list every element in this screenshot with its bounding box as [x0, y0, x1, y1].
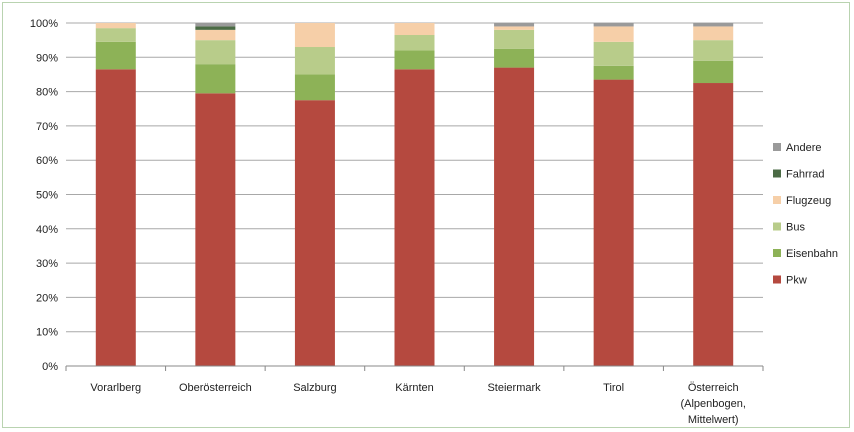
- bar-segment-bus: [95, 28, 136, 42]
- bar-segment-pkw: [394, 69, 435, 367]
- y-tick-label: 30%: [36, 258, 58, 270]
- x-category-label: Salzburg: [293, 382, 336, 394]
- bar-segment-flugzeug: [494, 26, 535, 30]
- bar-segment-eisenbahn: [195, 64, 236, 94]
- bar-segment-andere: [693, 23, 734, 27]
- y-tick-label: 70%: [36, 121, 58, 133]
- x-category-label: (Alpenbogen,: [680, 398, 745, 410]
- bar-segment-flugzeug: [394, 23, 435, 36]
- stacked-bar-chart: 0% 10% 20% 30% 40% 50% 60% 70% 80% 90% 100% Vorarl…: [30, 18, 838, 426]
- legend-swatch-andere: [773, 143, 781, 151]
- bar-segment-bus: [195, 40, 236, 65]
- x-axis: [65, 365, 764, 371]
- bar-segment-andere: [195, 23, 236, 27]
- y-tick-label: 0%: [42, 361, 58, 373]
- bar-segment-flugzeug: [195, 29, 236, 41]
- y-axis-ticks: 0% 10% 20% 30% 40% 50% 60% 70% 80% 90% 100%: [30, 18, 58, 373]
- x-category-label: Oberösterreich: [179, 382, 252, 394]
- legend-label-fahrrad: Fahrrad: [786, 169, 825, 181]
- y-tick-label: 80%: [36, 87, 58, 99]
- x-category-label: Tirol: [603, 382, 624, 394]
- bar-segment-flugzeug: [95, 23, 136, 29]
- chart-frame: 0% 10% 20% 30% 40% 50% 60% 70% 80% 90% 100% Vorarl…: [2, 2, 850, 428]
- bar-segment-pkw: [494, 67, 535, 366]
- x-category-label: Kärnten: [395, 382, 434, 394]
- bar-segment-bus: [394, 35, 435, 51]
- x-category-label: Vorarlberg: [90, 382, 141, 394]
- bar-segment-bus: [593, 41, 634, 66]
- bar-segment-pkw: [95, 69, 136, 367]
- legend-label-bus: Bus: [786, 222, 805, 234]
- legend-label-pkw: Pkw: [786, 275, 807, 287]
- bars: [95, 23, 734, 367]
- legend-label-eisenbahn: Eisenbahn: [786, 248, 838, 260]
- bar-segment-eisenbahn: [494, 48, 535, 68]
- legend-swatch-eisenbahn: [773, 249, 781, 257]
- bar-segment-pkw: [195, 93, 236, 366]
- y-tick-label: 10%: [36, 327, 58, 339]
- bar-segment-pkw: [693, 83, 734, 367]
- bar-segment-pkw: [294, 100, 335, 367]
- bar-segment-fahrrad: [195, 26, 236, 30]
- bar-segment-bus: [294, 47, 335, 75]
- bar-segment-andere: [494, 23, 535, 27]
- legend: Andere Fahrrad Flugzeug Bus Eisenbahn Pkw: [773, 142, 838, 287]
- y-tick-label: 90%: [36, 52, 58, 64]
- bar-segment-flugzeug: [593, 26, 634, 42]
- legend-swatch-bus: [773, 222, 781, 231]
- x-axis-categories: Vorarlberg Oberösterreich Salzburg Kärnten S…: [90, 382, 746, 426]
- x-category-label: Österreich: [688, 382, 739, 394]
- bar-segment-eisenbahn: [95, 41, 136, 70]
- bar-segment-flugzeug: [693, 26, 734, 41]
- bar-segment-eisenbahn: [693, 60, 734, 84]
- bar-segment-flugzeug: [294, 23, 335, 48]
- legend-swatch-flugzeug: [773, 196, 781, 204]
- y-tick-label: 40%: [36, 224, 58, 236]
- legend-swatch-fahrrad: [773, 169, 781, 178]
- bar-segment-eisenbahn: [294, 74, 335, 101]
- legend-label-andere: Andere: [786, 142, 821, 154]
- y-tick-label: 100%: [30, 18, 58, 30]
- y-tick-label: 50%: [36, 190, 58, 202]
- x-category-label: Mittelwert): [688, 414, 739, 426]
- y-tick-label: 20%: [36, 292, 58, 304]
- legend-swatch-pkw: [773, 275, 781, 284]
- bar-segment-andere: [593, 23, 634, 27]
- bar-segment-bus: [693, 40, 734, 61]
- legend-label-flugzeug: Flugzeug: [786, 195, 831, 207]
- y-tick-label: 60%: [36, 155, 58, 167]
- bar-segment-eisenbahn: [394, 50, 435, 70]
- bar-segment-eisenbahn: [593, 65, 634, 80]
- x-category-label: Steiermark: [487, 382, 541, 394]
- bar-segment-pkw: [593, 79, 634, 366]
- bar-segment-bus: [494, 29, 535, 49]
